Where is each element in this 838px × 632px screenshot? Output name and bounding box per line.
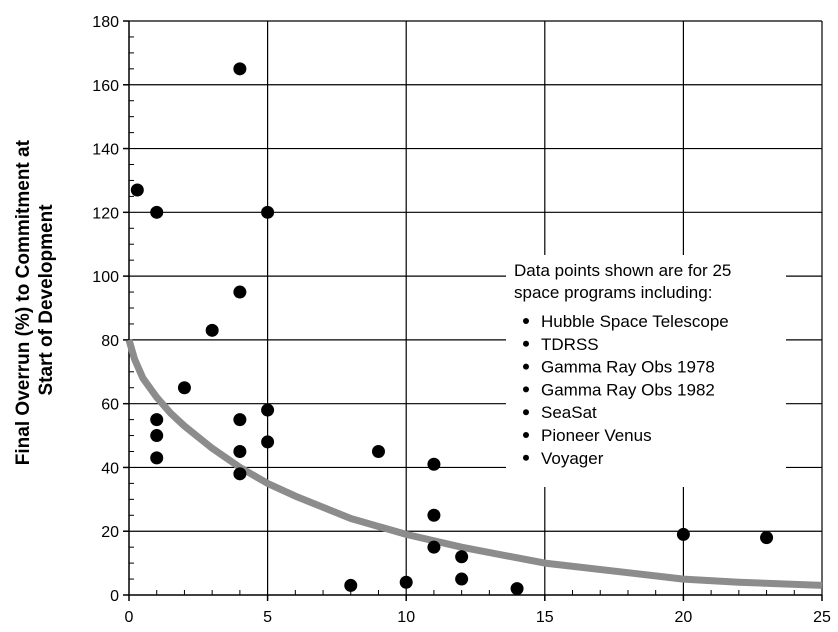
data-point [261, 435, 275, 449]
data-point [233, 467, 247, 481]
data-point [760, 531, 774, 545]
x-tick-label: 25 [813, 609, 831, 626]
data-point [150, 205, 164, 219]
data-point [205, 323, 219, 337]
annotation-box [506, 255, 786, 487]
annotation-bullet [523, 363, 529, 370]
annotation-bullet [523, 432, 529, 438]
data-point [427, 508, 441, 522]
x-tick-label: 10 [397, 609, 415, 626]
data-point [150, 451, 164, 465]
axes [123, 20, 823, 601]
y-tick-label: 40 [101, 460, 119, 477]
y-axis-label-line-2: Start of Development [36, 204, 57, 396]
y-tick-label: 80 [101, 333, 119, 350]
y-tick-label: 160 [92, 78, 119, 95]
data-point [130, 183, 144, 197]
annotation-bullet [523, 318, 529, 324]
annotation-bullet [523, 386, 529, 393]
annotation-item: TDRSS [541, 335, 599, 354]
data-point [233, 62, 247, 76]
y-tick-label: 140 [92, 142, 119, 159]
data-point [177, 381, 191, 395]
annotation-item: Pioneer Venus [541, 426, 652, 445]
data-point [233, 285, 247, 299]
annotation-bullet [523, 340, 529, 347]
y-axis-label: Final Overrun (%) to Commitment at Start… [13, 135, 57, 465]
data-point [455, 572, 469, 586]
minor-ticks [129, 36, 795, 595]
data-points [130, 62, 774, 596]
y-tick-label: 100 [92, 269, 119, 286]
annotation-item: Gamma Ray Obs 1982 [541, 380, 715, 399]
annotation: Data points shown are for 25 space progr… [514, 261, 731, 468]
trend-curve [125, 338, 823, 589]
y-tick-label: 180 [92, 14, 119, 31]
x-tick-label: 15 [536, 609, 554, 626]
x-tick-label: 0 [125, 609, 134, 626]
x-tick-label: 20 [675, 609, 693, 626]
annotation-bullet [523, 409, 529, 416]
y-tick-label: 20 [101, 524, 119, 541]
annotation-item: Hubble Space Telescope [541, 312, 729, 331]
data-point [455, 550, 469, 564]
annotation-list: Hubble Space Telescope TDRSS Gamma Ray Obs… [523, 312, 729, 468]
data-point [427, 457, 441, 471]
y-tick-label: 120 [92, 205, 119, 222]
data-point [150, 413, 164, 427]
annotation-item: Voyager [541, 449, 604, 468]
data-point [676, 527, 690, 541]
annotation-title-line-1: Data points shown are for 25 [514, 261, 731, 280]
annotation-title-line-2: space programs including: [514, 283, 712, 302]
data-point [150, 429, 164, 443]
y-tick-label: 0 [110, 588, 119, 605]
data-point [233, 445, 247, 458]
data-point [233, 413, 247, 427]
tick-labels: 0 20 40 60 80 100 120 140 160 180 0 5 10 15 20 25 [92, 14, 831, 626]
x-tick-label: 5 [263, 609, 272, 626]
y-tick-label: 60 [101, 397, 119, 414]
data-point [261, 205, 275, 219]
data-point [371, 445, 385, 458]
annotation-background [506, 255, 786, 487]
data-point [261, 403, 275, 417]
annotation-item: Gamma Ray Obs 1978 [541, 358, 715, 377]
annotation-bullet [523, 454, 529, 461]
data-point [427, 540, 441, 554]
data-point [510, 582, 524, 596]
data-point [344, 578, 358, 592]
data-point [399, 575, 413, 589]
annotation-item: SeaSat [541, 403, 597, 422]
y-axis-label-line-1: Final Overrun (%) to Commitment at [13, 139, 34, 465]
trend-curve-layer [125, 338, 823, 589]
